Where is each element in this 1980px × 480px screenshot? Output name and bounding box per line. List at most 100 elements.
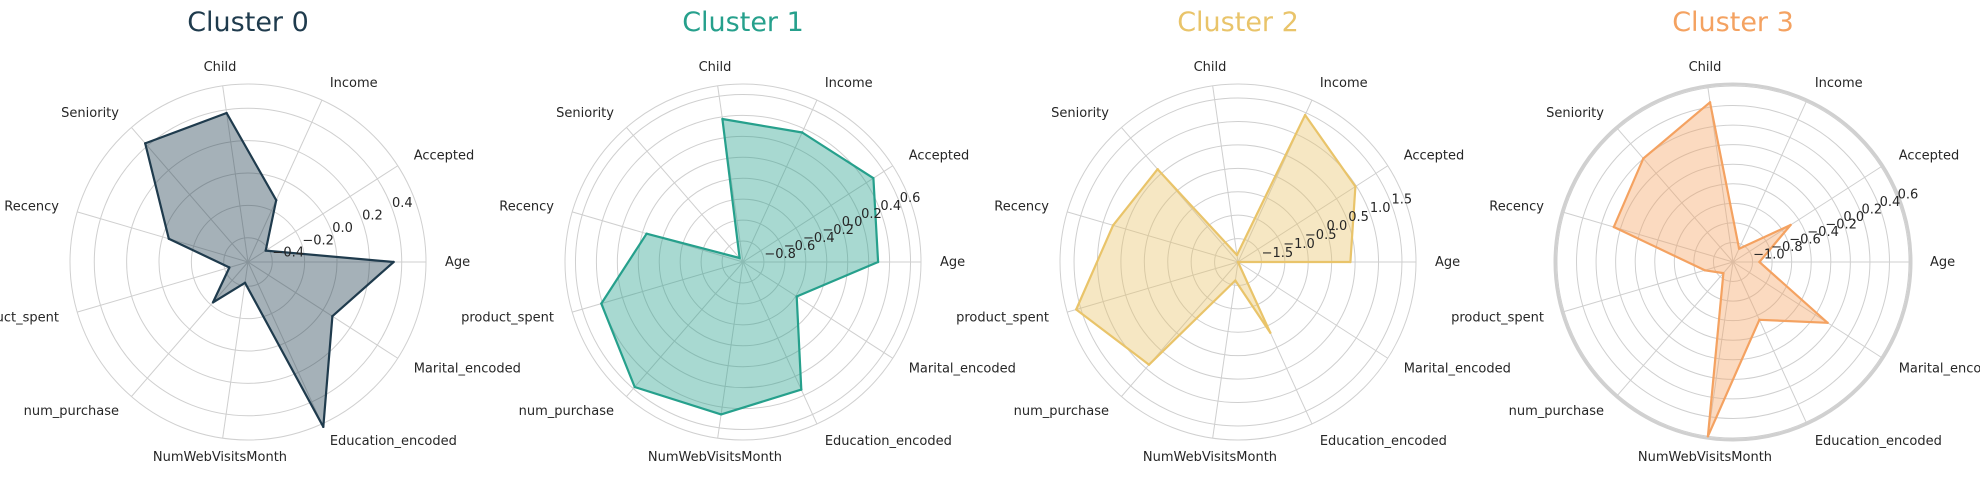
radar-chart-2: Cluster 2 −1.5−1.0−0.50.00.51.01.5 Age Acce… [956, 7, 1511, 465]
radial-tick-label: 0.2 [362, 209, 383, 224]
data-point [1236, 260, 1240, 264]
category-label: num_purchase [24, 404, 119, 419]
category-label: Child [204, 60, 237, 75]
data-point [1147, 363, 1151, 366]
data-point [1354, 185, 1357, 188]
category-label: Accepted [414, 148, 475, 163]
radial-tick-label: −0.4 [803, 231, 835, 246]
data-point [225, 111, 228, 115]
radar-chart-3: Cluster 3 −1.0−0.8−0.6−0.4−0.20.00.20.40.… [1451, 7, 1980, 465]
data-point [872, 177, 875, 180]
grid-spoke [247, 261, 323, 425]
chart-title: Cluster 2 [1177, 7, 1299, 38]
radial-tick-label: −1.0 [1753, 248, 1785, 263]
grid-spoke [131, 127, 249, 263]
radial-tick-label: 1.5 [1391, 192, 1412, 207]
data-point [645, 232, 648, 235]
data-point [1111, 224, 1115, 227]
radar-chart-0: Cluster 0 −0.4−0.20.0 0.2 0.4 Age Accepted Inc… [0, 7, 521, 465]
data-point [876, 260, 880, 264]
grid-spoke [247, 99, 323, 263]
grid-spoke [1067, 261, 1239, 313]
category-label: Education_encoded [330, 434, 457, 449]
data-point [633, 385, 636, 389]
grid-spoke [742, 261, 818, 425]
data-point [800, 131, 804, 134]
category-label: num_purchase [1509, 404, 1604, 419]
polar-frame [1059, 83, 1417, 441]
chart-title: Cluster 0 [187, 7, 309, 38]
radial-tick-label: 0.0 [842, 215, 863, 230]
radial-tick-label: −0.8 [1771, 240, 1803, 255]
grid-spoke [1121, 261, 1239, 397]
category-label: Child [1194, 60, 1227, 75]
data-point [1706, 435, 1710, 438]
radial-tick-label: 0.2 [1862, 203, 1883, 218]
category-label: Seniority [61, 106, 119, 121]
radial-tick-label: 0.0 [332, 221, 353, 236]
radial-tick-label: 0.0 [1843, 210, 1864, 225]
series-polygon [144, 111, 395, 428]
data-point [1234, 279, 1237, 282]
category-label: product_spent [461, 311, 554, 326]
radial-tick-label: −1.5 [1262, 246, 1294, 261]
category-label: NumWebVisitsMonth [1143, 450, 1277, 465]
category-label: Age [445, 255, 470, 270]
data-point [1722, 271, 1725, 275]
data-point [719, 413, 723, 416]
data-point [264, 249, 267, 252]
data-point [1708, 101, 1712, 104]
grid-spoke [1707, 261, 1734, 439]
category-label: Education_encoded [825, 434, 952, 449]
radial-tick-label: −0.2 [1825, 218, 1857, 233]
radial-tick-label: 0.6 [1898, 188, 1919, 203]
radial-tick-label: −1.0 [1283, 237, 1315, 252]
data-point [800, 388, 803, 391]
category-label: NumWebVisitsMonth [648, 450, 782, 465]
category-label: Income [825, 76, 873, 91]
data-point [1789, 223, 1792, 227]
category-label: Marital_encoded [909, 362, 1016, 377]
category-label: Recency [994, 199, 1049, 214]
category-label: Recency [1489, 199, 1544, 214]
data-point [738, 256, 741, 260]
category-label: Accepted [909, 148, 970, 163]
data-point [1826, 321, 1829, 325]
category-label: num_purchase [1014, 404, 1109, 419]
data-point [1235, 253, 1239, 257]
category-label: Accepted [1404, 148, 1465, 163]
grid-spoke [742, 99, 818, 263]
category-label: Marital_encoded [1899, 362, 1980, 377]
data-point [275, 198, 278, 202]
grid-spoke [1616, 261, 1734, 397]
grid-spoke [77, 261, 249, 313]
radial-tick-label: −0.6 [784, 239, 816, 254]
category-label: Income [330, 76, 378, 91]
grid-spoke [1616, 127, 1734, 263]
category-label: Child [1689, 60, 1722, 75]
grid-spoke [247, 261, 399, 359]
data-point [1269, 331, 1272, 334]
grid-spoke [1732, 165, 1884, 263]
grid-spoke [742, 165, 894, 263]
data-point [1642, 157, 1645, 160]
grid-spoke [1732, 261, 1808, 425]
category-label: Income [1815, 76, 1863, 91]
data-point [795, 295, 798, 298]
data-point [1758, 318, 1761, 322]
radial-tick-label: 0.6 [900, 191, 921, 206]
grid-spoke [131, 261, 249, 397]
data-point [392, 260, 395, 264]
data-point [1349, 260, 1352, 264]
category-label: Income [1320, 76, 1368, 91]
data-point [331, 315, 334, 318]
category-label: Seniority [1546, 106, 1604, 121]
grid-spoke [717, 261, 744, 439]
category-label: product_spent [0, 311, 59, 326]
category-label: Education_encoded [1320, 434, 1447, 449]
grid-spoke [1212, 261, 1239, 439]
grid-spoke [1067, 211, 1239, 263]
data-point [243, 281, 247, 285]
category-label: Recency [4, 199, 59, 214]
